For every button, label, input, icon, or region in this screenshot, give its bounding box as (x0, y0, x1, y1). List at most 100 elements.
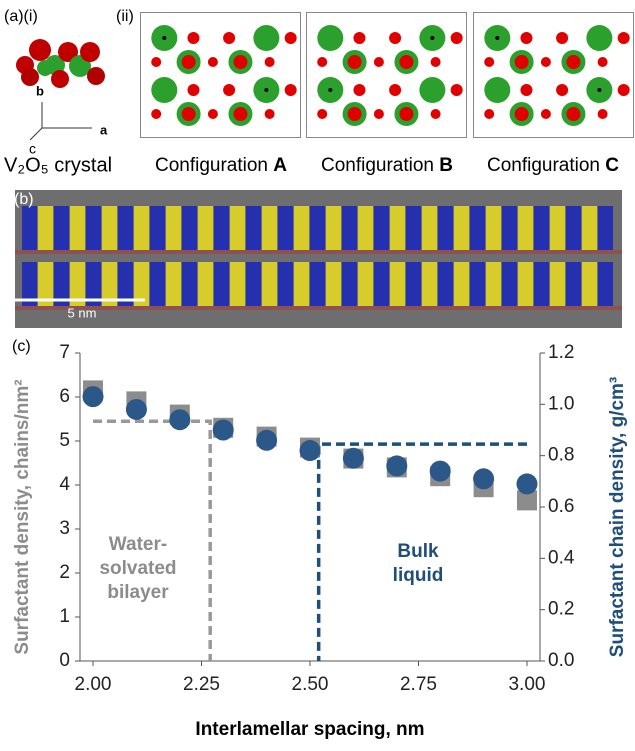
circle-marker (386, 455, 407, 476)
stripe (166, 262, 181, 306)
stripe (246, 206, 261, 250)
panel-label: (ii) (116, 8, 134, 25)
stripe (470, 206, 485, 250)
circle-marker (213, 420, 234, 441)
o-atom (541, 57, 551, 67)
stripe (22, 206, 37, 250)
panel-label: (a)(i) (4, 8, 38, 25)
o-atom (317, 57, 327, 67)
stripe (230, 206, 245, 250)
stripe (70, 206, 85, 250)
stripe (230, 262, 245, 306)
o-atom (389, 32, 401, 44)
o-atom (151, 57, 161, 67)
stripe (550, 262, 565, 306)
dot (328, 88, 332, 92)
o-atom (265, 57, 275, 67)
stripe (86, 206, 101, 250)
axis-letter: a (100, 122, 108, 137)
o-atom (618, 84, 630, 96)
v-atom (484, 77, 510, 103)
config-label: Configuration B (321, 155, 453, 176)
stripe (598, 262, 613, 306)
axis-letter: b (36, 83, 44, 98)
y2-tick-label: 0.2 (548, 599, 574, 620)
o-atom (431, 109, 441, 119)
circle-marker (430, 461, 451, 482)
stripe (214, 206, 229, 250)
o-atom (353, 84, 365, 96)
x-tick-label: 2.25 (183, 674, 220, 695)
stripe (406, 206, 421, 250)
o-atom (317, 109, 327, 119)
o-atom (374, 109, 384, 119)
stripe (358, 262, 373, 306)
o-atom (598, 109, 608, 119)
dot (495, 36, 499, 40)
o-atom (285, 84, 297, 96)
y2-tick-label: 0.6 (548, 496, 574, 517)
o-atom (348, 55, 362, 69)
boundary (15, 250, 622, 254)
stripe (422, 262, 437, 306)
y-tick-label: 4 (59, 474, 70, 495)
stripe (150, 206, 165, 250)
x-tick-label: 2.75 (400, 674, 437, 695)
o-atom (541, 109, 551, 119)
y-tick-label: 3 (59, 518, 70, 539)
o-atom (484, 109, 494, 119)
boundary (15, 306, 622, 310)
stripe (166, 206, 181, 250)
o-atom (187, 84, 199, 96)
o-atom (566, 55, 580, 69)
stripe (518, 206, 533, 250)
circle-marker (169, 409, 190, 430)
y-tick-label: 6 (59, 386, 70, 407)
o-atom (515, 55, 529, 69)
stripe (598, 206, 613, 250)
circle-marker (126, 399, 147, 420)
stripe (182, 206, 197, 250)
stripe (358, 206, 373, 250)
o-atom (374, 57, 384, 67)
dot (430, 36, 434, 40)
stripe (486, 206, 501, 250)
o-atom (208, 57, 218, 67)
stripe (310, 262, 325, 306)
config-prefix: Configuration (321, 155, 434, 176)
x-tick-label: 3.00 (508, 674, 545, 695)
stripe (278, 206, 293, 250)
o-atom (618, 32, 630, 44)
o-atom (151, 109, 161, 119)
stripe (486, 262, 501, 306)
stripe (550, 206, 565, 250)
o-atom (451, 84, 463, 96)
o-atom (556, 32, 568, 44)
stripe (454, 262, 469, 306)
stripe (54, 206, 69, 250)
x-tick-label: 2.50 (292, 674, 329, 695)
o-atom (208, 109, 218, 119)
stripe (326, 262, 341, 306)
config-letter: A (273, 155, 287, 176)
v-atom (253, 25, 279, 51)
stripe (390, 262, 405, 306)
o-atom (285, 32, 297, 44)
stripe (278, 262, 293, 306)
o-atom (182, 55, 196, 69)
stripe (102, 206, 117, 250)
o-atom (187, 32, 199, 44)
stripe (422, 206, 437, 250)
y2-tick-label: 1.0 (548, 393, 574, 414)
stripe (294, 206, 309, 250)
stripe (566, 206, 581, 250)
o-atom (223, 32, 235, 44)
stripe (326, 206, 341, 250)
o-atom (353, 32, 365, 44)
v-atom (317, 25, 343, 51)
stripe (374, 206, 389, 250)
y2-tick-label: 0.4 (548, 547, 575, 568)
stripe (502, 206, 517, 250)
o-atom (223, 84, 235, 96)
panel-label: (b) (14, 191, 34, 208)
